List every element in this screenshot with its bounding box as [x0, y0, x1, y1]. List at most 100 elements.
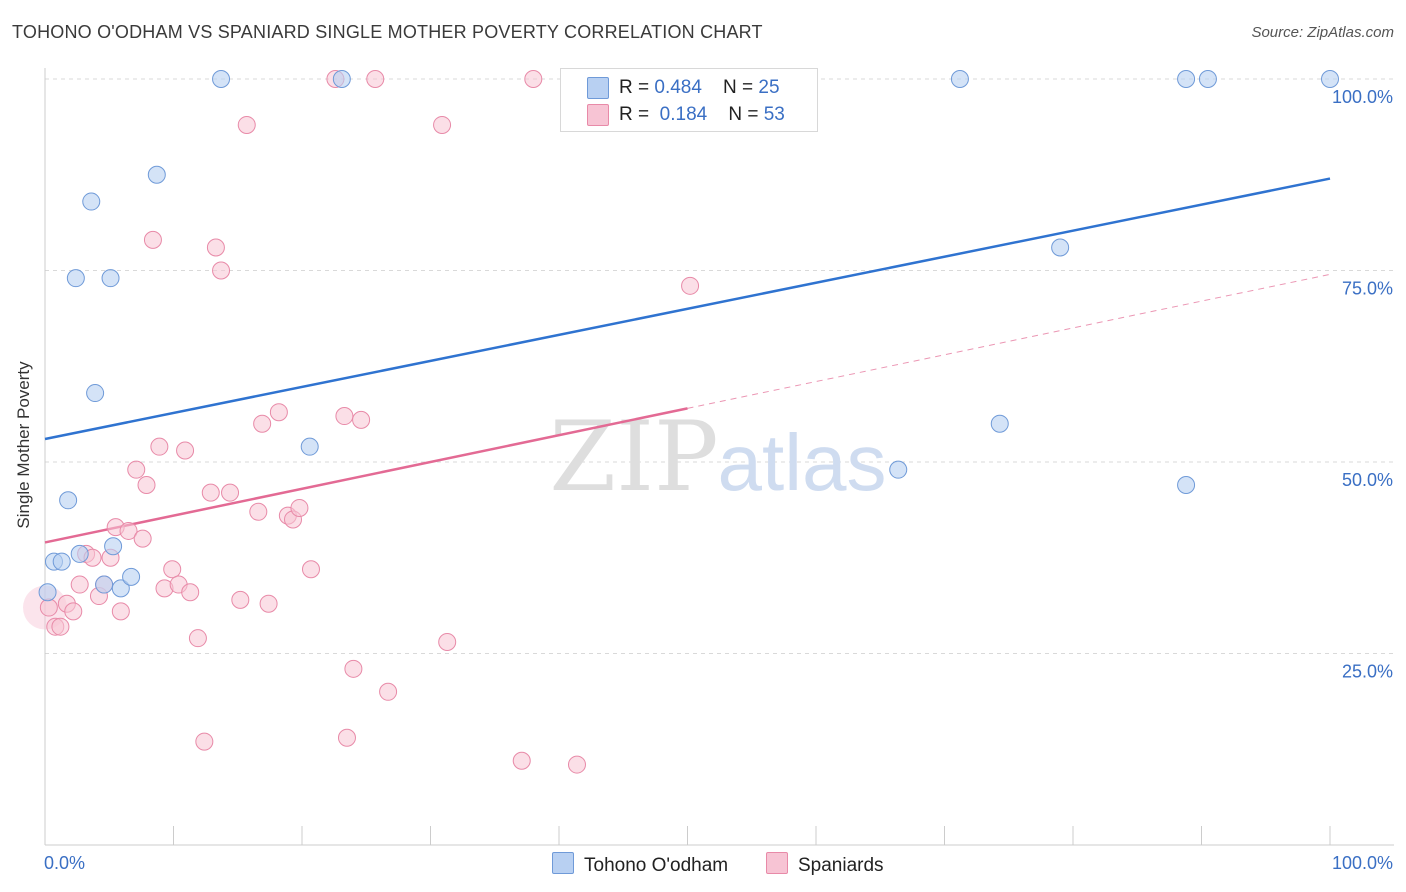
point-spaniards	[524, 70, 543, 88]
point-spaniards	[111, 602, 130, 621]
point-tohono	[66, 269, 85, 288]
point-tohono	[70, 544, 89, 563]
point-spaniards	[195, 732, 214, 751]
point-spaniards	[269, 403, 288, 422]
y-tick-label: 75.0%	[1342, 279, 1393, 299]
legend-r-label: R =	[619, 77, 655, 98]
point-tohono	[1198, 70, 1217, 88]
point-tohono	[1051, 238, 1070, 257]
x-tick-label: 0.0%	[44, 853, 85, 873]
legend-r-label: R =	[619, 104, 655, 125]
point-spaniards	[201, 483, 220, 502]
point-tohono	[1321, 70, 1339, 88]
legend-r-value: 0.184	[659, 104, 708, 125]
point-tohono	[990, 414, 1009, 433]
trend-line-spaniards	[44, 407, 688, 544]
point-spaniards	[301, 560, 320, 579]
point-spaniards	[119, 521, 138, 540]
point-spaniards	[150, 437, 169, 456]
point-tohono	[104, 537, 123, 556]
point-tohono	[111, 579, 130, 598]
point-spaniards	[181, 583, 200, 602]
point-spaniards	[337, 728, 356, 747]
bottom-legend-swatch-tohono	[552, 852, 574, 874]
y-axis-label: Single Mother Poverty	[14, 361, 33, 529]
point-spaniards	[163, 560, 182, 579]
point-spaniards	[206, 238, 225, 257]
point-tohono	[950, 70, 969, 88]
point-spaniards	[567, 755, 586, 774]
point-tohono	[122, 567, 141, 586]
trend-lines	[44, 177, 1331, 544]
point-spaniards	[70, 575, 89, 594]
point-tohono	[95, 575, 114, 594]
point-spaniards	[39, 598, 58, 617]
point-spaniards	[212, 261, 231, 280]
point-tohono	[332, 70, 351, 88]
point-tohono	[59, 491, 78, 510]
point-spaniards	[512, 751, 531, 770]
chart-title: TOHONO O'ODHAM VS SPANIARD SINGLE MOTHER…	[12, 22, 763, 42]
x-tick-label: 100.0%	[1332, 853, 1393, 873]
legend-text-tohono: R = 0.484 N = 25	[619, 77, 780, 99]
watermark: ZIP atlas	[549, 401, 886, 513]
data-points	[23, 70, 1339, 774]
legend-text-spaniards: R = 0.184 N = 53	[619, 104, 785, 126]
y-tick-label: 50.0%	[1342, 470, 1393, 490]
correlation-legend: R = 0.484 N = 25 R = 0.184 N = 53	[560, 68, 818, 132]
legend-swatch-tohono	[587, 77, 609, 99]
y-tick-label: 100.0%	[1332, 87, 1393, 107]
point-spaniards	[188, 629, 207, 648]
point-spaniards	[366, 70, 385, 88]
bottom-legend-tohono: Tohono O'odham	[552, 852, 728, 877]
point-spaniards	[133, 529, 152, 548]
point-tohono	[147, 165, 166, 184]
point-tohono	[101, 269, 120, 288]
point-spaniards	[433, 115, 452, 134]
point-spaniards	[253, 414, 272, 433]
y-tick-label: 25.0%	[1342, 662, 1393, 682]
bottom-legend-label-tohono: Tohono O'odham	[584, 855, 729, 876]
point-tohono	[1177, 70, 1196, 88]
point-spaniards	[51, 617, 70, 636]
point-spaniards	[143, 230, 162, 249]
point-spaniards	[335, 407, 354, 426]
point-spaniards	[127, 460, 146, 479]
point-tohono	[212, 70, 231, 88]
tick-labels: 25.0% 50.0% 75.0% 100.0% 0.0% 100.0%	[44, 87, 1393, 873]
point-tohono	[82, 192, 101, 211]
legend-n-value: 25	[758, 77, 780, 98]
point-tohono	[300, 437, 319, 456]
gridlines	[45, 78, 1394, 654]
bottom-legend-spaniards: Spaniards	[766, 852, 884, 877]
bottom-legend-label-spaniards: Spaniards	[798, 855, 884, 876]
point-tohono	[86, 384, 105, 403]
point-spaniards	[231, 590, 250, 609]
axes	[44, 68, 1394, 846]
point-spaniards	[237, 115, 256, 134]
point-tohono	[52, 552, 71, 571]
legend-n-label: N =	[723, 77, 759, 98]
legend-n-label: N =	[728, 104, 764, 125]
legend-r-value: 0.484	[654, 77, 702, 98]
trend-line-spaniards-projected	[687, 273, 1331, 409]
point-spaniards	[344, 659, 363, 678]
watermark-atlas: atlas	[718, 418, 887, 507]
bottom-legend-swatch-spaniards	[766, 852, 788, 874]
point-spaniards	[137, 475, 156, 494]
trend-line-tohono	[44, 177, 1331, 441]
point-spaniards	[352, 410, 371, 429]
legend-swatch-spaniards	[587, 104, 609, 126]
point-spaniards	[259, 594, 278, 613]
point-tohono	[38, 583, 57, 602]
watermark-zip: ZIP	[549, 401, 718, 513]
point-spaniards	[249, 502, 268, 521]
source-label: Source: ZipAtlas.com	[1251, 24, 1394, 41]
point-spaniards	[290, 498, 309, 517]
point-spaniards	[221, 483, 240, 502]
point-tohono	[889, 460, 908, 479]
point-spaniards	[438, 633, 457, 652]
legend-n-value: 53	[763, 104, 785, 125]
point-spaniards	[176, 441, 195, 460]
